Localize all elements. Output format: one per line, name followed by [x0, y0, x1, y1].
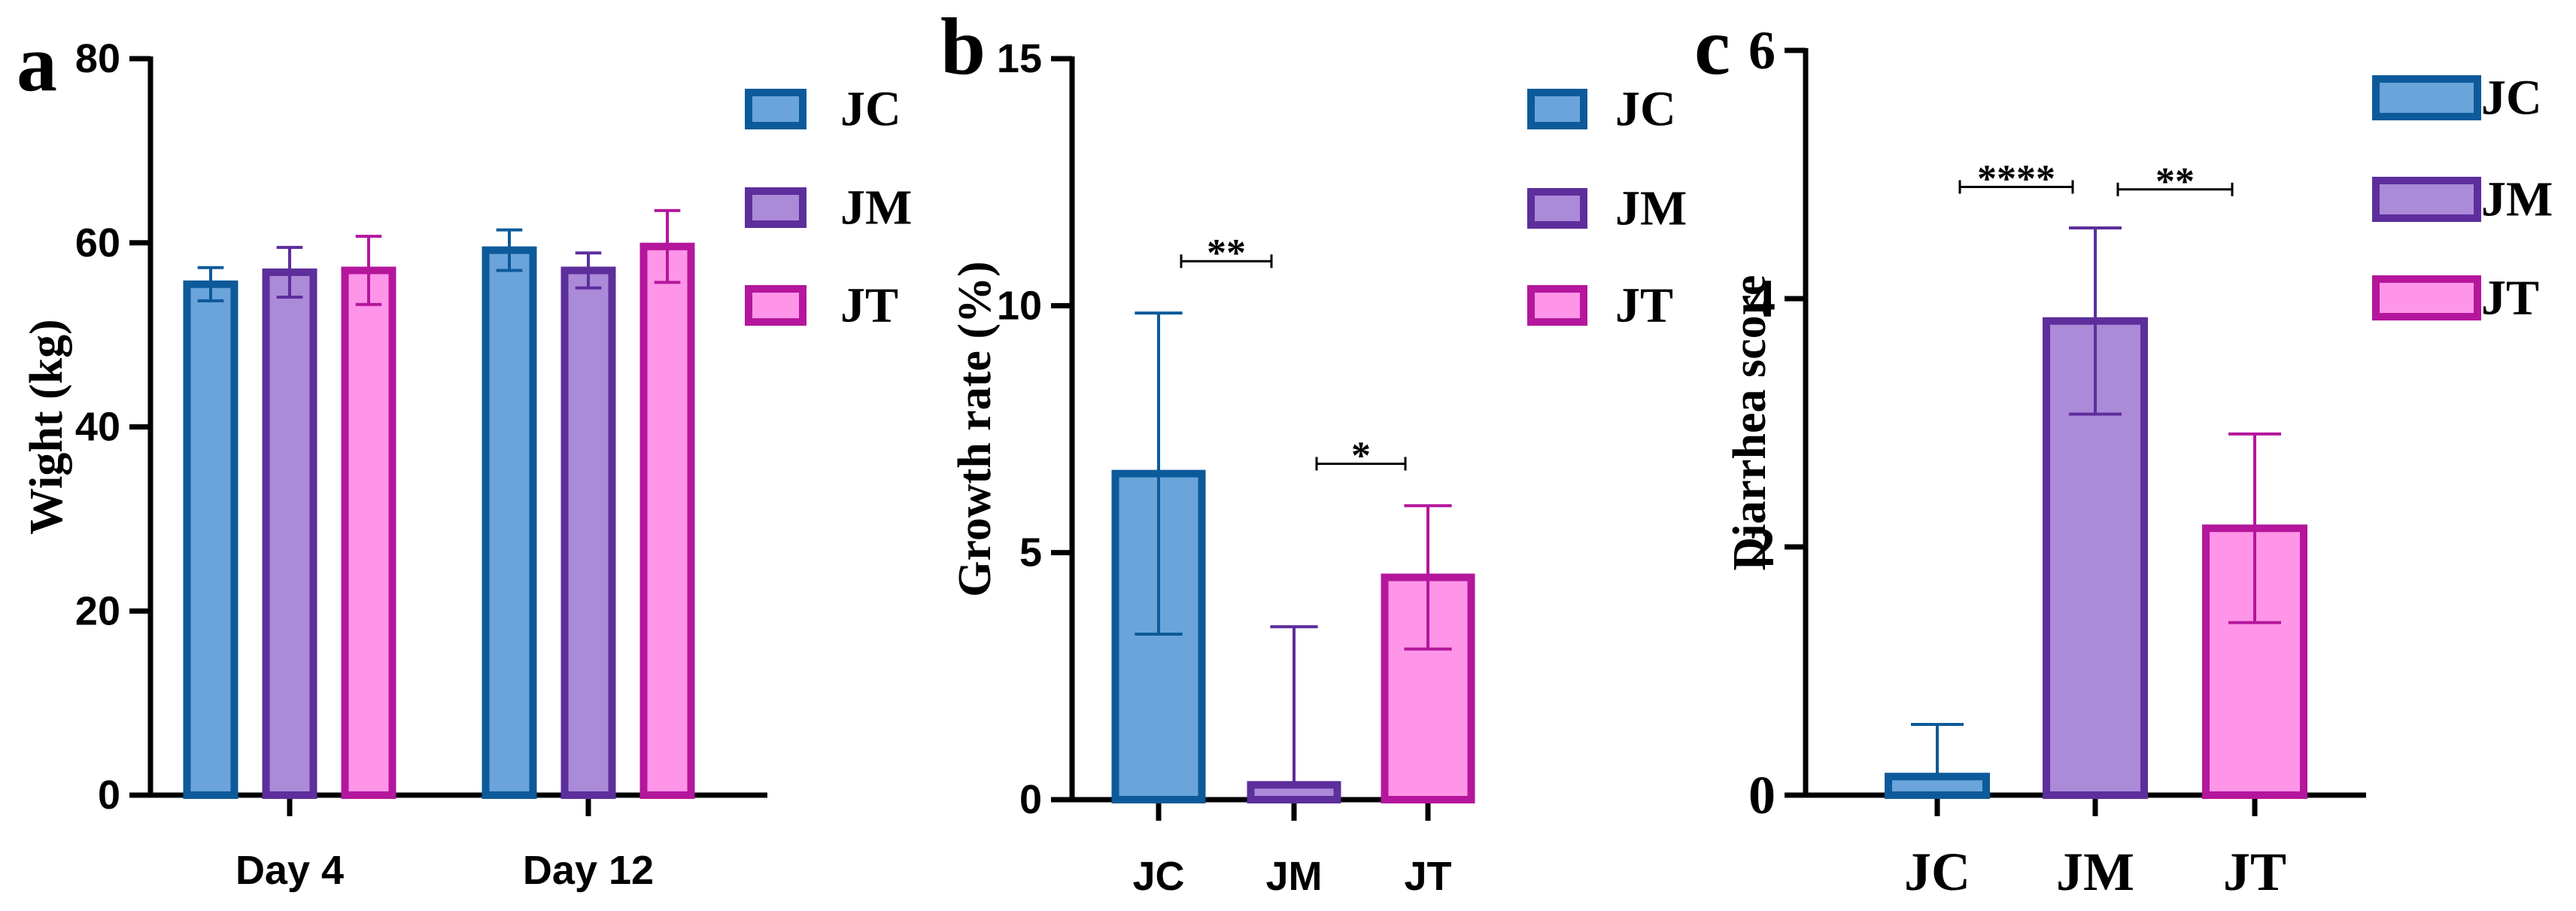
y-tick-label: 60: [75, 220, 120, 266]
legend-swatch-jm: [2372, 177, 2481, 222]
legend-label-jc: JC: [840, 82, 901, 137]
legend-label-jc: JC: [2481, 71, 2542, 126]
legend-label-jm: JM: [1615, 181, 1687, 236]
bar-jc: [1885, 773, 1990, 799]
significance-label: ****: [1977, 158, 2055, 201]
y-tick-label: 6: [1748, 20, 1776, 80]
panel-letter: a: [17, 19, 57, 108]
bar-jm-day-4: [262, 268, 317, 800]
y-axis-label: Diarrhea score: [1724, 275, 1776, 570]
legend-label-jt: JT: [2481, 271, 2539, 326]
legend-swatch-jm: [745, 187, 807, 228]
legend-label-jm: JM: [840, 181, 912, 235]
x-tick-label: JM: [1265, 854, 1322, 899]
significance-label: **: [2155, 160, 2195, 203]
x-tick-label: JM: [2056, 842, 2134, 902]
legend-swatch-jc: [1527, 89, 1587, 129]
panel-letter: c: [1694, 2, 1730, 92]
legend-swatch-jc: [2372, 75, 2481, 120]
y-tick-label: 0: [1019, 777, 1042, 822]
legend-swatch-jt: [745, 285, 807, 326]
bar-jm: [1247, 781, 1341, 804]
y-axis-label: Growth rate (%): [949, 261, 1001, 597]
bar-jm-day-12: [560, 266, 616, 799]
y-tick-label: 10: [997, 283, 1042, 328]
panel-a: a Wight (kg) 0 20 40 60 80 JC JM JT Day 4 Day 12: [17, 19, 912, 893]
bar-jc-day-12: [481, 246, 537, 800]
y-tick-label: 80: [75, 36, 120, 81]
significance-label: *: [1351, 434, 1371, 477]
x-tick-label: JC: [1132, 854, 1184, 899]
bar-jc-day-4: [183, 280, 238, 800]
y-tick-label: 15: [997, 36, 1042, 81]
y-axis-label: Wight (kg): [21, 319, 72, 535]
x-tick-label: JT: [2223, 842, 2286, 902]
x-tick-label: Day 12: [523, 848, 654, 893]
legend-swatch-jt: [1527, 285, 1587, 326]
y-tick-label: 5: [1019, 530, 1042, 575]
panel-letter: b: [940, 2, 986, 92]
y-tick-label: 0: [1748, 765, 1776, 825]
legend-swatch-jt: [2372, 275, 2481, 320]
legend-label-jt: JT: [1615, 278, 1673, 333]
bar-jt-day-12: [639, 242, 695, 799]
bar-jt-day-4: [341, 266, 396, 799]
x-tick-label: JC: [1904, 842, 1970, 902]
y-tick-label: 4: [1748, 269, 1776, 329]
legend-label-jt: JT: [840, 278, 898, 333]
legend-label-jc: JC: [1615, 82, 1676, 137]
y-tick-label: 2: [1748, 517, 1776, 577]
legend-swatch-jc: [745, 89, 807, 129]
y-tick-label: 0: [98, 773, 120, 818]
x-tick-label: JT: [1404, 854, 1451, 899]
significance-label: **: [1207, 232, 1246, 275]
legend-label-jm: JM: [2481, 172, 2553, 227]
y-tick-label: 20: [75, 588, 120, 633]
y-tick-label: 40: [75, 405, 120, 450]
x-tick-label: Day 4: [235, 848, 344, 893]
legend-swatch-jm: [1527, 188, 1587, 229]
